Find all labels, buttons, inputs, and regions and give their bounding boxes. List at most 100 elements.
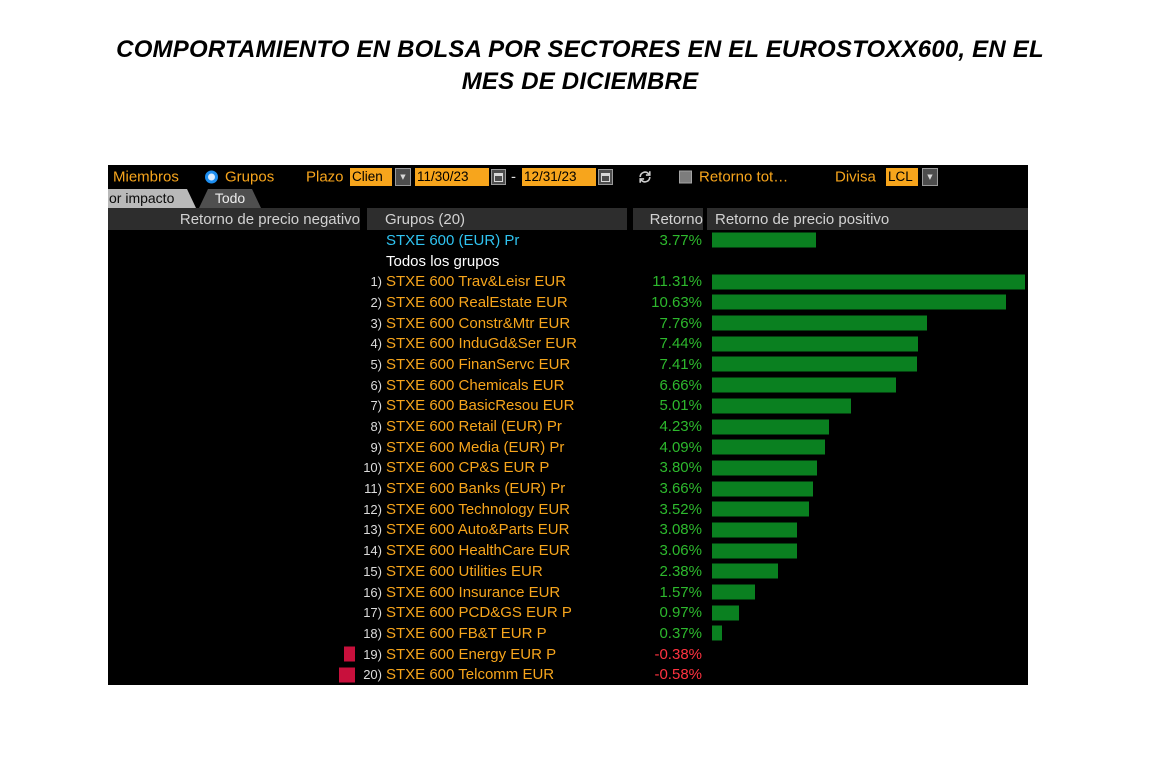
chevron-down-icon: ▼	[400, 172, 406, 181]
tab-todo[interactable]: Todo	[199, 189, 261, 208]
table-row[interactable]: 16) STXE 600 Insurance EUR 1.57%	[108, 582, 1028, 603]
positive-return-bar	[712, 315, 927, 331]
positive-return-bar	[712, 625, 722, 641]
table-row[interactable]: 8) STXE 600 Retail (EUR) Pr 4.23%	[108, 416, 1028, 437]
positive-bar-cell	[712, 561, 1028, 582]
return-value: 7.76%	[659, 314, 702, 332]
positive-return-bar	[712, 543, 797, 559]
table-row[interactable]: 14) STXE 600 HealthCare EUR 3.06%	[108, 540, 1028, 561]
negative-bar-cell	[108, 292, 355, 313]
calendar-icon	[601, 172, 610, 182]
date-to-calendar-button[interactable]	[598, 169, 613, 185]
table-row[interactable]: 5) STXE 600 FinanServc EUR 7.41%	[108, 354, 1028, 375]
row-number: 17)	[363, 605, 382, 621]
positive-bar-cell	[712, 478, 1028, 499]
table-row[interactable]: 7) STXE 600 BasicResou EUR 5.01%	[108, 396, 1028, 417]
positive-return-bar	[712, 460, 817, 476]
sector-name: STXE 600 Telcomm EUR	[386, 666, 555, 684]
date-from-input[interactable]: 11/30/23	[415, 168, 489, 186]
table-row[interactable]: 10) STXE 600 CP&S EUR P 3.80%	[108, 458, 1028, 479]
header-negative-return[interactable]: Retorno de precio negativo	[179, 210, 360, 228]
table-row[interactable]: 20) STXE 600 Telcomm EUR -0.58%	[108, 664, 1028, 685]
sector-name: STXE 600 InduGd&Ser EUR	[386, 335, 577, 353]
positive-bar-cell	[712, 375, 1028, 396]
table-row[interactable]: 13) STXE 600 Auto&Parts EUR 3.08%	[108, 520, 1028, 541]
table-row[interactable]: 15) STXE 600 Utilities EUR 2.38%	[108, 561, 1028, 582]
chevron-down-icon: ▼	[927, 172, 933, 181]
total-return-label[interactable]: Retorno tot…	[699, 168, 789, 186]
positive-return-bar	[712, 584, 755, 600]
terminal-window: Miembros Grupos Plazo Clien ▼ 11/30/23 -…	[108, 165, 1028, 685]
table-row[interactable]: 11) STXE 600 Banks (EUR) Pr 3.66%	[108, 478, 1028, 499]
row-number: 18)	[363, 625, 382, 641]
members-radio-label[interactable]: Miembros	[113, 168, 179, 186]
positive-bar-cell	[712, 540, 1028, 561]
positive-return-bar	[712, 356, 917, 372]
return-value: 6.66%	[659, 376, 702, 394]
currency-dropdown-button[interactable]: ▼	[922, 168, 938, 186]
return-value: 3.77%	[659, 231, 702, 249]
table-row[interactable]: 19) STXE 600 Energy EUR P -0.38%	[108, 644, 1028, 665]
table-row[interactable]: 12) STXE 600 Technology EUR 3.52%	[108, 499, 1028, 520]
table-row[interactable]: 17) STXE 600 PCD&GS EUR P 0.97%	[108, 602, 1028, 623]
positive-bar-cell	[712, 623, 1028, 644]
tab-por-impacto[interactable]: or impacto	[108, 189, 196, 208]
table-row[interactable]: 6) STXE 600 Chemicals EUR 6.66%	[108, 375, 1028, 396]
negative-bar-cell	[108, 230, 355, 251]
total-return-checkbox[interactable]	[679, 170, 692, 184]
table-row[interactable]: STXE 600 (EUR) Pr 3.77%	[108, 230, 1028, 251]
row-number: 9)	[370, 439, 382, 455]
positive-bar-cell	[712, 313, 1028, 334]
negative-bar-cell	[108, 602, 355, 623]
positive-bar-cell	[712, 333, 1028, 354]
positive-bar-cell	[712, 458, 1028, 479]
sector-name: STXE 600 Utilities EUR	[386, 562, 543, 580]
row-number: 13)	[363, 522, 382, 538]
sector-name: STXE 600 Constr&Mtr EUR	[386, 314, 571, 332]
period-select[interactable]: Clien	[350, 168, 392, 186]
period-dropdown-button[interactable]: ▼	[395, 168, 411, 186]
row-number: 4)	[370, 336, 382, 352]
return-value: 5.01%	[659, 397, 702, 415]
table-row[interactable]: 1) STXE 600 Trav&Leisr EUR 11.31%	[108, 271, 1028, 292]
row-number: 6)	[370, 377, 382, 393]
negative-bar-cell	[108, 540, 355, 561]
header-return[interactable]: Retorno	[649, 210, 703, 228]
sector-name: STXE 600 Technology EUR	[386, 500, 570, 518]
return-value: 1.57%	[659, 583, 702, 601]
table-row[interactable]: 18) STXE 600 FB&T EUR P 0.37%	[108, 623, 1028, 644]
return-value: 4.23%	[659, 418, 702, 436]
date-from-calendar-button[interactable]	[491, 169, 506, 185]
table-row[interactable]: 2) STXE 600 RealEstate EUR 10.63%	[108, 292, 1028, 313]
groups-radio-button[interactable]	[205, 170, 218, 184]
calendar-icon	[494, 172, 503, 182]
sector-name: STXE 600 Chemicals EUR	[386, 376, 565, 394]
return-value: 11.31%	[652, 273, 702, 291]
refresh-icon[interactable]	[637, 169, 653, 185]
table-body: STXE 600 (EUR) Pr 3.77% Todos los grupos…	[108, 230, 1028, 685]
date-to-input[interactable]: 12/31/23	[522, 168, 596, 186]
positive-return-bar	[712, 439, 825, 455]
positive-bar-cell	[712, 644, 1028, 665]
sector-name: STXE 600 CP&S EUR P	[386, 459, 550, 477]
positive-return-bar	[712, 294, 1006, 310]
negative-bar-cell	[108, 458, 355, 479]
table-row[interactable]: 4) STXE 600 InduGd&Ser EUR 7.44%	[108, 333, 1028, 354]
positive-return-bar	[712, 481, 813, 497]
table-row[interactable]: Todos los grupos	[108, 251, 1028, 272]
table-row[interactable]: 9) STXE 600 Media (EUR) Pr 4.09%	[108, 437, 1028, 458]
negative-bar-cell	[108, 499, 355, 520]
row-number: 3)	[370, 315, 382, 331]
positive-bar-cell	[712, 354, 1028, 375]
currency-select[interactable]: LCL	[886, 168, 918, 186]
header-groups[interactable]: Grupos (20)	[385, 210, 466, 228]
header-positive-return[interactable]: Retorno de precio positivo	[715, 210, 890, 228]
table-row[interactable]: 3) STXE 600 Constr&Mtr EUR 7.76%	[108, 313, 1028, 334]
row-number: 2)	[370, 294, 382, 310]
return-value: 10.63%	[651, 293, 702, 311]
positive-return-bar	[712, 232, 816, 248]
page-title-line2: MES DE DICIEMBRE	[461, 68, 699, 95]
sector-name: STXE 600 BasicResou EUR	[386, 397, 575, 415]
groups-radio-label[interactable]: Grupos	[225, 168, 275, 186]
